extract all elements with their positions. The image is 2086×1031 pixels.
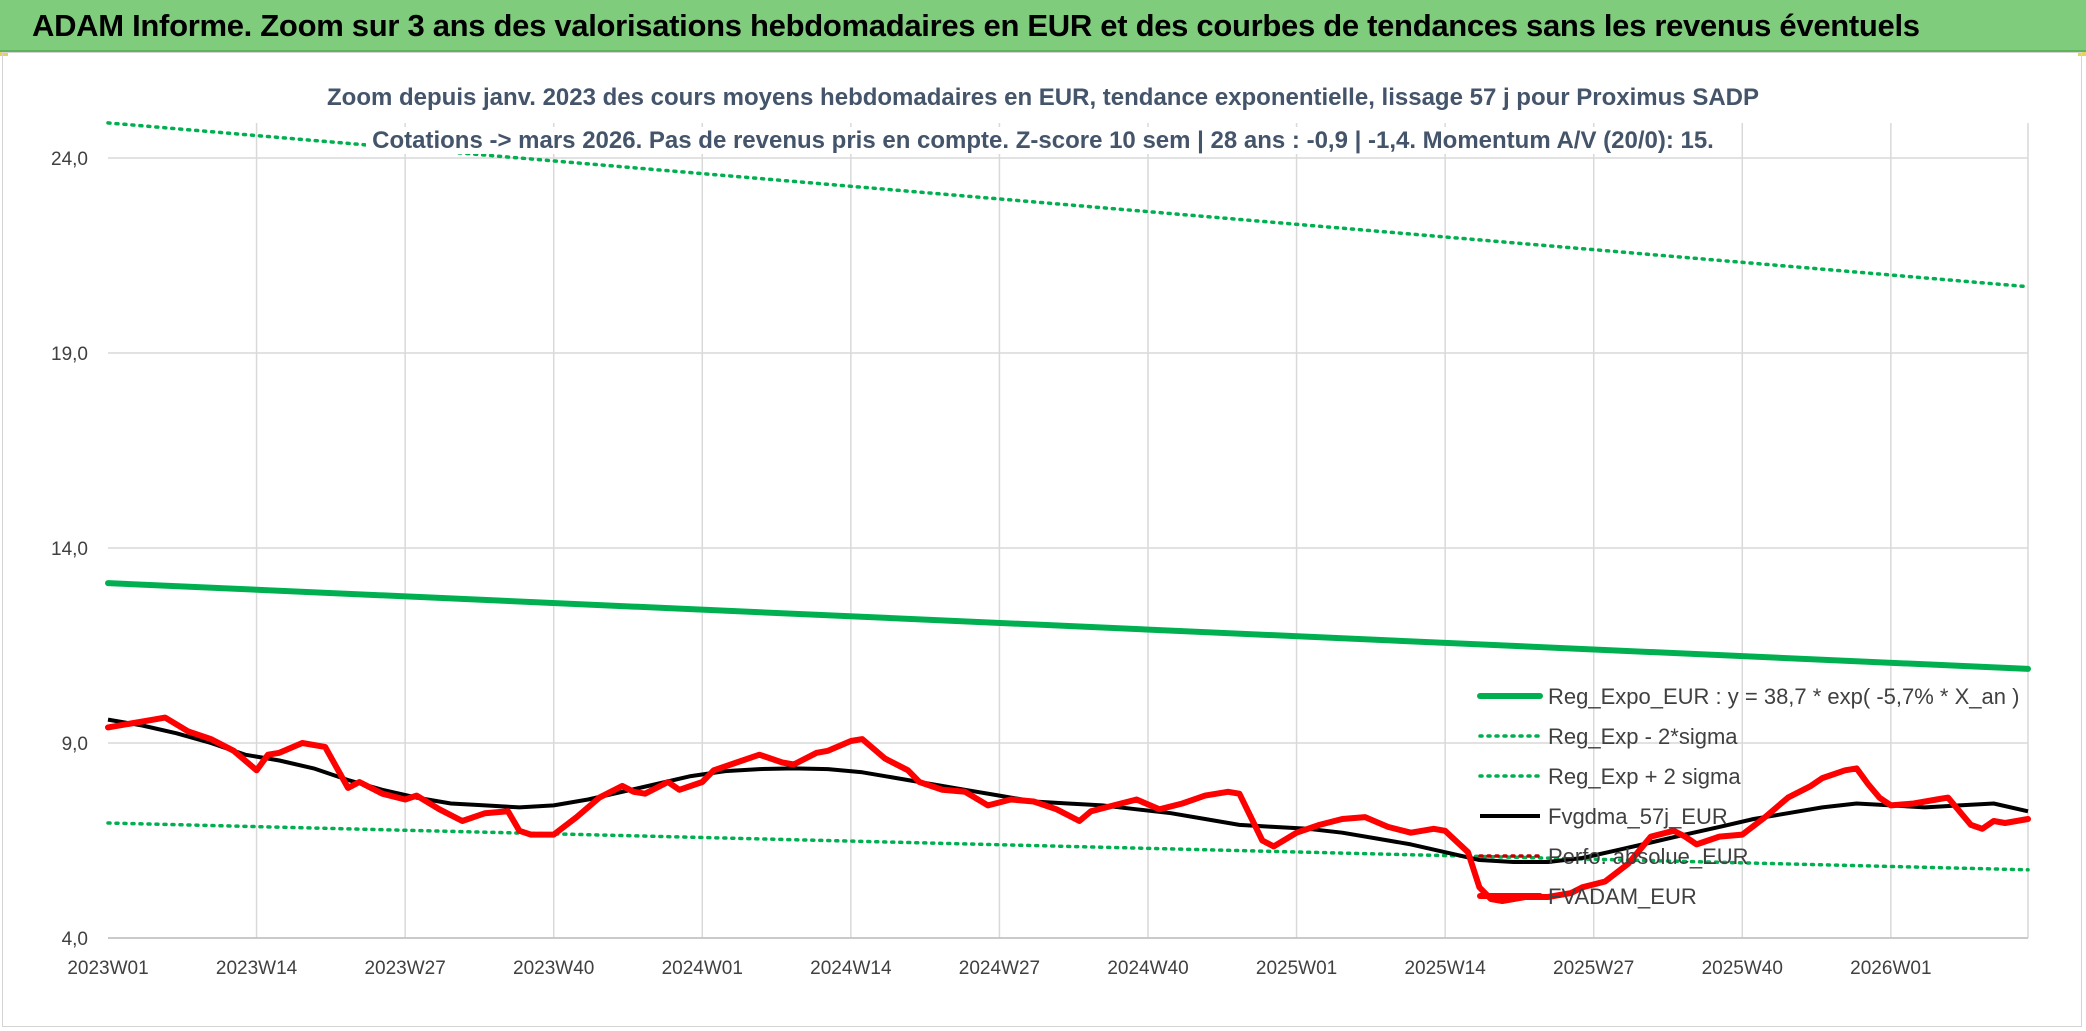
x-tick-label: 2025W14 — [1404, 958, 1486, 979]
series-line-0 — [105, 580, 2031, 672]
y-tick-label: 9,0 — [62, 734, 88, 755]
series-line-5 — [105, 714, 2031, 904]
legend-label: Fvgdma_57j_EUR — [1548, 804, 1728, 829]
corner-accent-right — [2078, 52, 2086, 56]
y-tick-label: 19,0 — [51, 344, 88, 365]
x-tick-label: 2024W40 — [1107, 958, 1188, 979]
x-tick-label: 2026W01 — [1850, 958, 1931, 979]
grid — [108, 123, 2029, 939]
series-line-3 — [107, 717, 2029, 864]
legend-label: Reg_Expo_EUR : y = 38,7 * exp( -5,7% * X… — [1548, 684, 2019, 709]
chart-subtitle: Cotations -> mars 2026. Pas de revenus p… — [0, 127, 2086, 155]
x-tick-label: 2024W01 — [662, 958, 743, 979]
x-tick-label: 2023W14 — [216, 958, 298, 979]
x-tick-label: 2025W40 — [1702, 958, 1783, 979]
y-tick-label: 4,0 — [62, 929, 88, 950]
banner: ADAM Informe. Zoom sur 3 ans des valoris… — [0, 0, 2086, 52]
x-tick-label: 2025W27 — [1553, 958, 1634, 979]
x-tick-label: 2024W27 — [959, 958, 1040, 979]
legend: Reg_Expo_EUR : y = 38,7 * exp( -5,7% * X… — [1477, 684, 2019, 909]
x-tick-label: 2023W40 — [513, 958, 594, 979]
chart-title: Zoom depuis janv. 2023 des cours moyens … — [0, 84, 2086, 112]
legend-label: FVADAM_EUR — [1548, 884, 1697, 909]
legend-label: Perfo. absolue_EUR — [1548, 844, 1749, 869]
series-line-1 — [106, 821, 2030, 872]
x-tick-label: 2024W14 — [810, 958, 892, 979]
banner-title: ADAM Informe. Zoom sur 3 ans des valoris… — [32, 8, 1920, 43]
x-tick-label: 2025W01 — [1256, 958, 1337, 979]
x-tick-label: 2023W01 — [67, 958, 148, 979]
x-tick-label: 2023W27 — [364, 958, 445, 979]
legend-label: Reg_Exp + 2 sigma — [1548, 764, 1741, 789]
chart-frame — [2, 52, 2082, 1027]
axis: 4,0 9,0 14,0 19,0 24,0 2023W01 2023W14 2023W27 2… — [51, 149, 2028, 979]
y-tick-label: 24,0 — [51, 149, 88, 170]
corner-accent-left — [0, 52, 8, 56]
legend-label: Reg_Exp - 2*sigma — [1548, 724, 1738, 749]
y-tick-label: 14,0 — [51, 539, 88, 560]
